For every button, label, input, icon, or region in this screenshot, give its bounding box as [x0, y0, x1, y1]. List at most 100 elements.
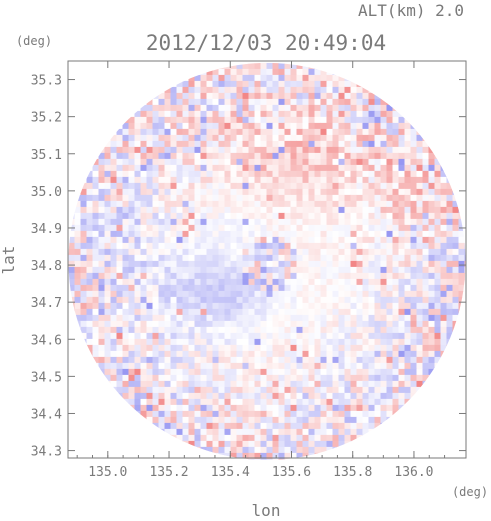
data-cell	[200, 446, 208, 454]
data-cell	[404, 410, 412, 418]
data-cell	[74, 200, 82, 208]
data-cell	[356, 164, 364, 172]
data-cell	[212, 374, 220, 382]
data-cell	[356, 230, 364, 238]
data-cell	[272, 68, 280, 76]
data-cell	[332, 176, 340, 184]
data-cell	[284, 68, 292, 76]
data-cell	[176, 182, 184, 190]
data-cell	[212, 362, 220, 370]
data-cell	[326, 122, 334, 130]
data-cell	[74, 296, 82, 304]
data-cell	[152, 284, 160, 292]
data-cell	[158, 404, 166, 412]
data-cell	[116, 182, 124, 190]
data-cell	[392, 218, 400, 226]
data-cell	[374, 302, 382, 310]
data-cell	[302, 434, 310, 442]
data-cell	[392, 314, 400, 322]
data-cell	[344, 140, 352, 148]
data-cell	[422, 182, 430, 190]
data-cell	[302, 356, 310, 364]
data-cell	[458, 290, 466, 298]
data-cell	[200, 290, 208, 298]
data-cell	[374, 344, 382, 352]
data-cell	[290, 248, 298, 256]
data-cell	[350, 326, 358, 334]
data-cell	[422, 362, 430, 370]
data-cell	[206, 440, 214, 448]
data-cell	[260, 416, 268, 424]
data-cell	[374, 146, 382, 154]
data-cell	[80, 302, 88, 310]
data-cell	[68, 236, 76, 244]
data-cell	[152, 368, 160, 376]
data-cell	[434, 272, 442, 280]
data-cell	[134, 386, 142, 394]
data-cell	[266, 80, 274, 88]
data-cell	[92, 302, 100, 310]
data-cell	[80, 338, 88, 346]
data-cell	[290, 158, 298, 166]
data-cell	[140, 380, 148, 388]
data-cell	[332, 344, 340, 352]
data-cell	[122, 206, 130, 214]
data-cell	[236, 188, 244, 196]
data-cell	[392, 332, 400, 340]
data-cell	[440, 164, 448, 172]
data-cell	[188, 104, 196, 112]
data-cell	[410, 362, 418, 370]
data-cell	[362, 302, 370, 310]
data-cell	[374, 404, 382, 412]
data-cell	[260, 158, 268, 166]
data-cell	[416, 182, 424, 190]
data-cell	[194, 116, 202, 124]
data-cell	[194, 314, 202, 322]
data-cell	[248, 332, 256, 340]
data-cell	[194, 404, 202, 412]
data-cell	[110, 350, 118, 358]
data-cell	[332, 422, 340, 430]
data-cell	[410, 392, 418, 400]
data-cell	[212, 224, 220, 232]
data-cell	[320, 296, 328, 304]
data-cell	[140, 362, 148, 370]
data-cell	[182, 104, 190, 112]
data-cell	[320, 368, 328, 376]
data-cell	[212, 344, 220, 352]
data-cell	[362, 296, 370, 304]
data-cell	[182, 296, 190, 304]
data-cell	[398, 290, 406, 298]
data-cell	[422, 374, 430, 382]
data-cell	[314, 236, 322, 244]
data-cell	[110, 332, 118, 340]
data-cell	[218, 368, 226, 376]
data-cell	[212, 98, 220, 106]
data-cell	[404, 386, 412, 394]
data-cell	[410, 260, 418, 268]
data-cell	[134, 308, 142, 316]
data-cell	[440, 194, 448, 202]
data-cell	[320, 434, 328, 442]
data-cell	[104, 212, 112, 220]
data-cell	[140, 170, 148, 178]
data-cell	[416, 284, 424, 292]
data-cell	[146, 296, 154, 304]
data-cell	[290, 380, 298, 388]
data-cell	[242, 98, 250, 106]
data-cell	[224, 182, 232, 190]
data-cell	[170, 236, 178, 244]
data-cell	[248, 362, 256, 370]
data-cell	[242, 254, 250, 262]
data-cell	[344, 188, 352, 196]
data-cell	[152, 146, 160, 154]
data-cell	[188, 152, 196, 160]
data-cell	[260, 272, 268, 280]
data-cell	[158, 326, 166, 334]
data-cell	[260, 86, 268, 94]
data-cell	[254, 440, 262, 448]
data-cell	[110, 212, 118, 220]
data-cell	[218, 272, 226, 280]
data-cell	[164, 344, 172, 352]
